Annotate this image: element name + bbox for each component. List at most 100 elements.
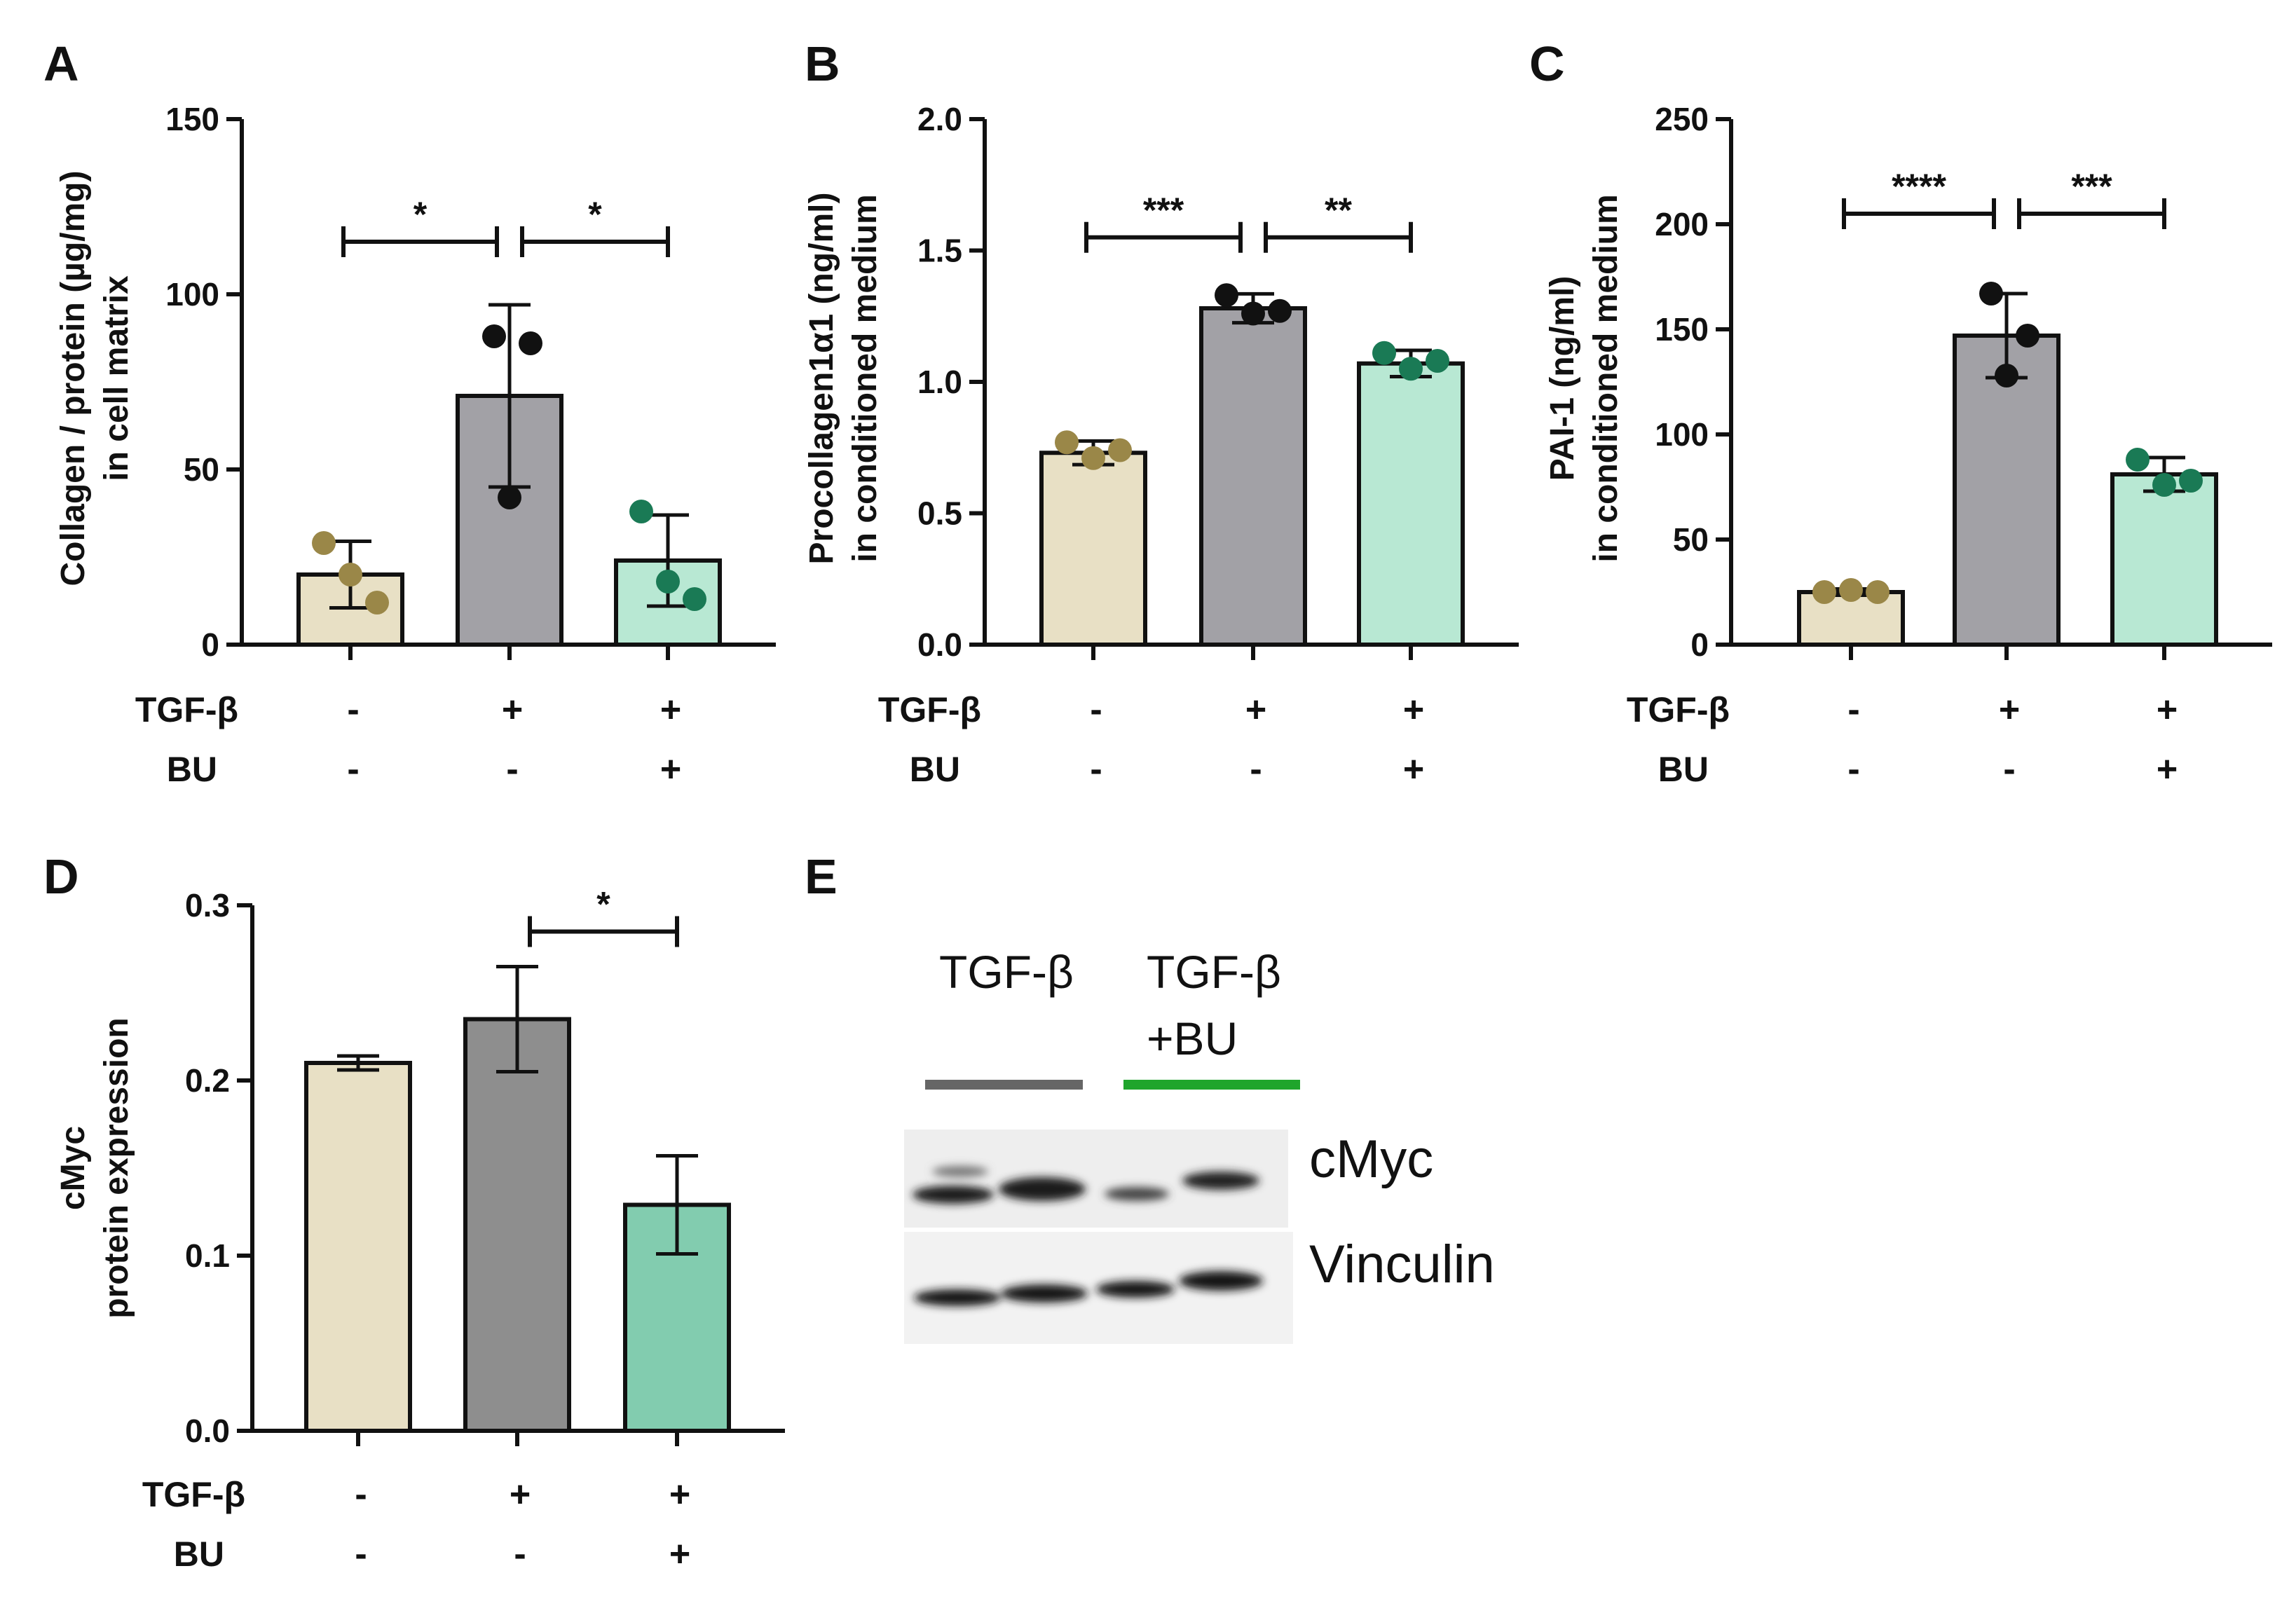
- data-point-tgf-c: [1995, 364, 2018, 387]
- significance-bracket-c: ****: [1842, 167, 1996, 229]
- condition-mark-bu-b: -: [1250, 749, 1262, 790]
- condition-label-bu-d: BU: [174, 1535, 224, 1574]
- significance-bracket-a: *: [520, 195, 670, 257]
- condition-mark-tgf-a: +: [660, 689, 681, 730]
- condition-mark-tgf-c: +: [2157, 689, 2178, 730]
- chart-panel-c: PAI-1 (ng/ml) in conditioned medium TGF-…: [1544, 101, 2272, 790]
- cmyc-band-1: [913, 1186, 994, 1204]
- y-tick-label-d: 0.2: [185, 1062, 230, 1099]
- y-tick-label-a: 50: [184, 451, 219, 488]
- y-tick-label-c: 0: [1690, 626, 1709, 663]
- vinculin-band-2: [1001, 1284, 1088, 1303]
- y-tick-label-c: 200: [1655, 206, 1709, 242]
- band-label-vinculin: Vinculin: [1309, 1235, 1495, 1294]
- panel-letter-c: C: [1529, 36, 1565, 91]
- panel-letter-a: A: [43, 36, 79, 91]
- blot-label-tgf-bu-line1: TGF-β: [1147, 946, 1281, 998]
- condition-mark-bu-b: -: [1090, 749, 1102, 790]
- panel-letter-d: D: [43, 849, 79, 904]
- data-point-tgf-a: [519, 331, 542, 355]
- cmyc-bands: [913, 1166, 1259, 1204]
- data-point-tgf-a: [482, 324, 506, 348]
- condition-mark-tgf-d: -: [355, 1474, 367, 1515]
- condition-label-bu-b: BU: [910, 750, 960, 789]
- significance-bracket-a: *: [341, 195, 499, 257]
- y-tick-label-c: 100: [1655, 416, 1709, 453]
- chart-panel-b: Procollagen1α1 (ng/ml) in conditioned me…: [803, 101, 1519, 790]
- data-point-control-b: [1081, 446, 1105, 470]
- data-point-tgf-bu-c: [2152, 473, 2176, 497]
- panel-letter-e: E: [805, 849, 838, 904]
- condition-label-bu-a: BU: [167, 750, 217, 789]
- data-point-tgf-b: [1241, 301, 1265, 326]
- y-axis-title-line2-d: protein expression: [98, 1017, 135, 1318]
- condition-mark-tgf-a: +: [502, 689, 523, 730]
- significance-label: *: [414, 195, 428, 234]
- error-bar-control-d: [337, 1054, 379, 1072]
- data-point-tgf-c: [2016, 324, 2039, 348]
- y-axis-title-line1-d: cMyc: [55, 1126, 92, 1210]
- condition-mark-tgf-d: +: [669, 1474, 690, 1515]
- y-tick-label-c: 250: [1655, 101, 1709, 137]
- y-axis-title-line1-a: Collagen / protein (µg/mg): [55, 171, 92, 586]
- y-tick-label-c: 150: [1655, 311, 1709, 348]
- significance-label: *: [588, 195, 602, 234]
- condition-mark-bu-d: -: [514, 1534, 526, 1574]
- band-label-cmyc: cMyc: [1309, 1130, 1433, 1189]
- blot-label-tgf-bu-line2: +BU: [1147, 1012, 1238, 1064]
- condition-mark-tgf-d: +: [510, 1474, 531, 1515]
- condition-mark-tgf-b: -: [1090, 689, 1102, 730]
- significance-bracket-b: **: [1264, 191, 1413, 253]
- data-point-tgf-b: [1268, 298, 1292, 323]
- condition-mark-tgf-c: +: [1999, 689, 2020, 730]
- y-tick-label-c: 50: [1673, 521, 1709, 558]
- y-tick-label-d: 0.1: [185, 1237, 230, 1274]
- y-tick-label-b: 1.5: [917, 233, 962, 269]
- data-point-tgf-bu-b: [1426, 349, 1449, 373]
- condition-label-tgf-c: TGF-β: [1627, 690, 1730, 729]
- cmyc-band-1-upper: [932, 1166, 988, 1177]
- significance-bracket-c: ***: [2017, 167, 2166, 229]
- data-point-tgf-bu-a: [683, 587, 706, 611]
- condition-mark-bu-a: -: [347, 749, 359, 790]
- y-tick-label-b: 0.0: [917, 626, 962, 663]
- bar-tgf-bu-c: [2110, 472, 2218, 647]
- condition-mark-tgf-b: +: [1245, 689, 1266, 730]
- condition-mark-tgf-b: +: [1403, 689, 1424, 730]
- y-tick-label-d: 0.0: [185, 1413, 230, 1449]
- data-point-tgf-c: [1979, 282, 2003, 306]
- data-point-tgf-bu-c: [2179, 469, 2203, 493]
- vinculin-bands: [914, 1271, 1263, 1306]
- condition-mark-tgf-a: -: [347, 689, 359, 730]
- y-axis-title-line2-c: in conditioned medium: [1587, 194, 1625, 562]
- condition-mark-bu-c: +: [2157, 749, 2178, 790]
- y-tick-label-a: 150: [165, 101, 219, 137]
- significance-label: *: [596, 885, 610, 924]
- bar-tgf-d: [463, 1017, 571, 1433]
- y-tick-label-a: 0: [201, 626, 219, 663]
- condition-mark-bu-d: +: [669, 1534, 690, 1574]
- data-point-tgf-bu-b: [1372, 341, 1396, 365]
- condition-mark-bu-c: -: [1847, 749, 1859, 790]
- vinculin-band-3: [1096, 1281, 1175, 1298]
- y-tick-label-b: 0.5: [917, 495, 962, 532]
- data-point-tgf-bu-a: [656, 570, 680, 593]
- condition-label-tgf-d: TGF-β: [142, 1475, 245, 1514]
- y-axis-title-line1-c: PAI-1 (ng/ml): [1544, 276, 1581, 481]
- y-tick-label-a: 100: [165, 276, 219, 313]
- panel-letter-b: B: [805, 36, 840, 91]
- condition-mark-tgf-c: -: [1847, 689, 1859, 730]
- bar-tgf-bu-b: [1357, 361, 1465, 647]
- cmyc-band-2: [999, 1177, 1086, 1201]
- bar-tgf-b: [1199, 306, 1307, 647]
- cmyc-band-3: [1105, 1187, 1169, 1201]
- condition-mark-bu-a: -: [506, 749, 518, 790]
- data-point-control-a: [339, 563, 362, 586]
- condition-mark-bu-b: +: [1403, 749, 1424, 790]
- y-tick-label-b: 2.0: [917, 101, 962, 137]
- data-point-tgf-bu-c: [2126, 448, 2150, 472]
- data-point-tgf-bu-a: [629, 500, 653, 523]
- data-point-control-b: [1055, 430, 1079, 455]
- significance-label: ***: [2071, 167, 2112, 206]
